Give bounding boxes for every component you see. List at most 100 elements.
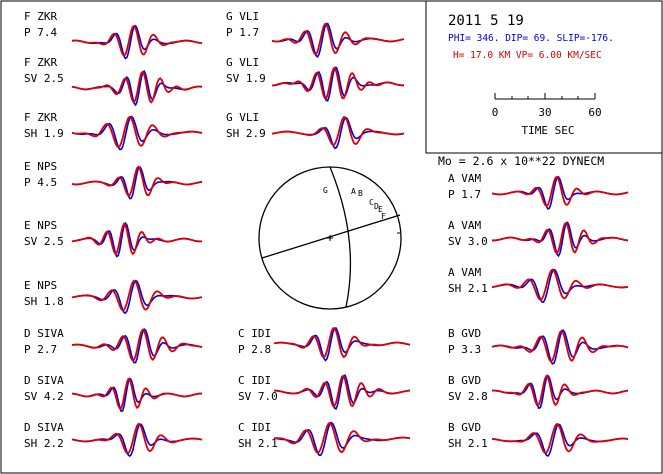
- station-name: C IDI: [238, 374, 271, 387]
- station-name: G VLI: [226, 111, 259, 124]
- station-name: E NPS: [24, 219, 57, 232]
- mechanism-text: PHI= 346. DIP= 69. SLIP=-176.: [448, 33, 614, 44]
- phase-amplitude: SV 2.5: [24, 72, 64, 85]
- phase-amplitude: SH 2.1: [448, 282, 488, 295]
- station-name: D SIVA: [24, 327, 64, 340]
- synthetic-waveform: [491, 268, 629, 301]
- station-name: A VAM: [448, 172, 481, 185]
- station-name: B GVD: [448, 374, 481, 387]
- synthetic-waveform: [491, 374, 629, 407]
- phase-amplitude: SH 1.9: [24, 127, 64, 140]
- phase-amplitude: SV 2.8: [448, 390, 488, 403]
- info-box: [425, 0, 663, 154]
- sphere-station-f: F: [381, 212, 386, 221]
- station-panel: B GVD P 3.3: [448, 327, 629, 365]
- synthetic-waveform: [71, 422, 203, 454]
- phase-amplitude: SH 2.1: [448, 437, 488, 450]
- phase-amplitude: SV 1.9: [226, 72, 266, 85]
- phase-amplitude: P 2.8: [238, 343, 271, 356]
- synthetic-waveform: [71, 279, 203, 312]
- station-name: C IDI: [238, 421, 271, 434]
- station-name: F ZKR: [24, 56, 57, 69]
- nodal-plane-2: [329, 166, 352, 308]
- waveform-panels: F ZKR P 7.4 F ZKR SV 2.5 F ZKR SH 1.9 E NPS P 4…: [24, 10, 629, 458]
- station-panel: B GVD SH 2.1: [448, 421, 629, 458]
- synthetic-waveform: [271, 115, 405, 146]
- synthetic-waveform: [273, 374, 411, 408]
- sphere-station-b: B: [358, 189, 363, 198]
- time-tick-60: 60: [588, 106, 601, 119]
- phase-amplitude: SV 2.5: [24, 235, 64, 248]
- station-panel: B GVD SV 2.8: [448, 374, 629, 410]
- station-name: F ZKR: [24, 111, 57, 124]
- synthetic-waveform: [71, 70, 203, 104]
- synthetic-waveform: [71, 165, 203, 197]
- synthetic-waveform: [271, 23, 405, 56]
- station-panel: C IDI SH 2.1: [238, 421, 411, 457]
- station-panel: A VAM P 1.7: [448, 172, 629, 210]
- synthetic-waveform: [71, 24, 203, 57]
- station-panel: D SIVA P 2.7: [24, 327, 203, 364]
- seismic-moment: Mo = 2.6 x 10**22 DYNECM: [438, 154, 604, 168]
- station-panel: E NPS P 4.5: [24, 160, 203, 200]
- synthetic-waveform: [491, 175, 629, 208]
- synthetic-waveform: [271, 67, 404, 100]
- observed-waveform: [274, 374, 410, 410]
- station-panel: D SIVA SV 4.2: [24, 374, 203, 412]
- phase-amplitude: SH 2.2: [24, 437, 64, 450]
- station-panel: F ZKR SV 2.5: [24, 56, 203, 107]
- synthetic-waveform: [71, 115, 203, 149]
- phase-amplitude: SH 1.8: [24, 295, 64, 308]
- time-tick-30: 30: [538, 106, 551, 119]
- phase-amplitude: P 1.7: [448, 188, 481, 201]
- phase-amplitude: P 7.4: [24, 26, 57, 39]
- synthetic-waveform: [491, 422, 629, 454]
- phase-amplitude: SV 3.0: [448, 235, 488, 248]
- station-panel: E NPS SV 2.5: [24, 219, 203, 258]
- station-name: C IDI: [238, 327, 271, 340]
- depth-velocity-text: H= 17.0 KM VP= 6.00 KM/SEC: [453, 50, 602, 61]
- station-name: D SIVA: [24, 374, 64, 387]
- station-name: D SIVA: [24, 421, 64, 434]
- event-date: 2011 5 19: [448, 13, 524, 29]
- station-name: E NPS: [24, 279, 57, 292]
- station-panel: D SIVA SH 2.2: [24, 421, 203, 458]
- synthetic-waveform: [491, 329, 629, 363]
- station-panel: C IDI P 2.8: [238, 327, 411, 362]
- phase-amplitude: SV 4.2: [24, 390, 64, 403]
- synthetic-waveform: [273, 327, 411, 359]
- station-name: A VAM: [448, 219, 481, 232]
- time-scale-label: TIME SEC: [522, 124, 575, 137]
- station-panel: A VAM SV 3.0: [448, 219, 629, 258]
- station-name: A VAM: [448, 266, 481, 279]
- station-panel: E NPS SH 1.8: [24, 279, 203, 315]
- station-panel: G VLI SV 1.9: [226, 56, 404, 102]
- station-panel: F ZKR P 7.4: [24, 10, 203, 60]
- station-panel: F ZKR SH 1.9: [24, 111, 203, 151]
- sphere-station-e: E: [378, 205, 383, 214]
- station-panel: G VLI P 1.7: [226, 10, 405, 59]
- synthetic-waveform: [273, 421, 411, 455]
- station-name: E NPS: [24, 160, 57, 173]
- phase-amplitude: SV 7.0: [238, 390, 278, 403]
- phase-amplitude: SH 2.9: [226, 127, 266, 140]
- synthetic-waveform: [71, 222, 203, 256]
- time-tick-0: 0: [492, 106, 499, 119]
- sphere-station-d: D: [374, 202, 379, 211]
- station-panel: C IDI SV 7.0: [238, 374, 411, 410]
- phase-amplitude: P 1.7: [226, 26, 259, 39]
- time-scale-bar: [494, 93, 596, 100]
- synthetic-waveform: [71, 377, 203, 410]
- station-name: G VLI: [226, 10, 259, 23]
- station-panel: G VLI SH 2.9: [226, 111, 405, 150]
- station-name: B GVD: [448, 421, 481, 434]
- phase-amplitude: SH 2.1: [238, 437, 278, 450]
- synthetic-waveform: [71, 328, 203, 362]
- phase-amplitude: P 2.7: [24, 343, 57, 356]
- observed-waveform: [492, 221, 629, 258]
- sphere-station-a: A: [351, 187, 356, 196]
- phase-amplitude: P 3.3: [448, 343, 481, 356]
